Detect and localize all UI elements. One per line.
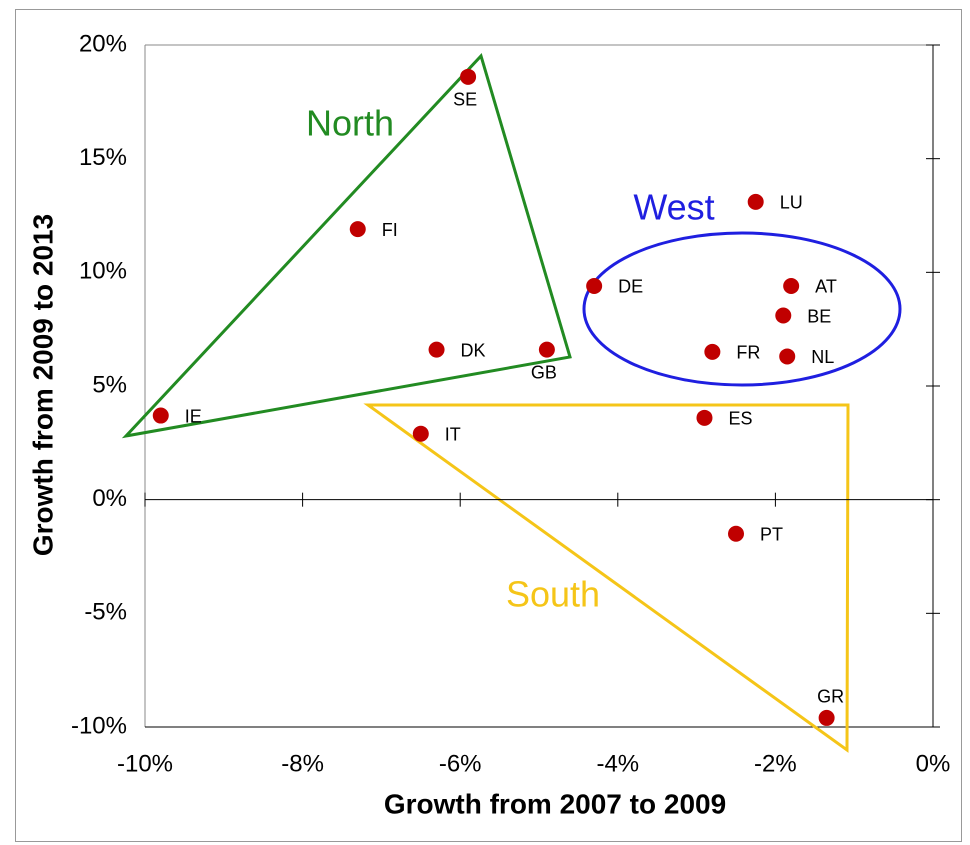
point (349, 221, 366, 238)
north-region (121, 53, 572, 439)
point-label: LU (780, 193, 803, 213)
point-label: DK (461, 340, 486, 360)
point-label: FR (736, 343, 760, 363)
y-tick-label: -10% (71, 712, 127, 739)
point (586, 277, 603, 294)
point-label: AT (815, 277, 837, 297)
point-label: ES (728, 409, 752, 429)
y-tick-label: 20% (79, 30, 127, 57)
x-tick-label: -4% (596, 750, 639, 777)
point-label: BE (807, 306, 831, 326)
point-label: NL (811, 347, 834, 367)
x-tick-label: -10% (117, 750, 173, 777)
point (460, 68, 477, 85)
point-label: GB (531, 362, 557, 382)
point (728, 525, 744, 542)
point-label: DE (618, 277, 643, 297)
y-tick-label: 10% (79, 258, 127, 285)
x-axis-title: Growth from 2007 to 2009 (384, 788, 726, 819)
point-label: GR (817, 687, 844, 707)
point (538, 341, 555, 358)
point (704, 343, 721, 360)
annotation: North (306, 103, 394, 144)
point (152, 407, 169, 424)
annotation: West (633, 187, 714, 228)
south-region (363, 403, 850, 753)
frame (15, 9, 962, 842)
annotation: South (506, 574, 600, 615)
point (428, 341, 445, 358)
point-label: SE (453, 90, 477, 110)
y-axis-title: Growth from 2009 to 2013 (27, 214, 58, 556)
point-label: PT (760, 525, 783, 545)
point (775, 307, 792, 324)
y-tick-label: -5% (84, 599, 127, 626)
x-tick-label: -6% (439, 750, 482, 777)
point (779, 348, 796, 365)
point (818, 709, 835, 726)
point (412, 425, 429, 442)
y-tick-label: 15% (79, 144, 127, 171)
x-tick-label: 0% (916, 750, 951, 777)
point-label: FI (382, 220, 398, 240)
y-tick-label: 0% (92, 485, 127, 512)
y-tick-label: 5% (92, 371, 127, 398)
x-tick-label: -2% (754, 750, 797, 777)
point (783, 277, 800, 294)
point-label: IT (445, 424, 461, 444)
point (696, 409, 713, 426)
west-region (582, 231, 902, 387)
point (747, 193, 764, 210)
point-label: IE (185, 406, 202, 426)
x-tick-label: -8% (281, 750, 324, 777)
